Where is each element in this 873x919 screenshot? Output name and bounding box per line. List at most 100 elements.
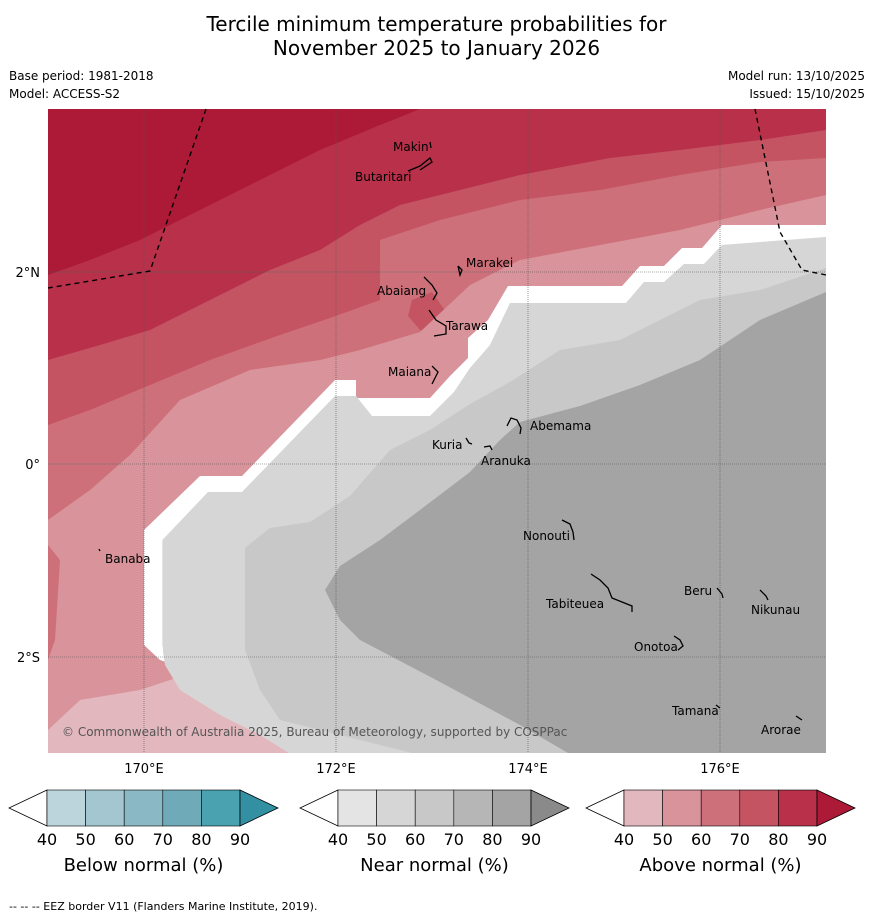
colorbar-below-segment — [162, 789, 202, 827]
label-abemama: Abemama — [530, 419, 591, 433]
colorbar-below-segment — [201, 789, 241, 827]
colorbar-above-tick-label: 90 — [807, 830, 827, 849]
label-banaba: Banaba — [105, 552, 151, 566]
colorbar-above-segment — [778, 789, 818, 827]
island-maiana-shape — [431, 365, 439, 385]
colorbar-near-tick-label: 50 — [366, 830, 386, 849]
colorbar-near-tick-label: 70 — [444, 830, 464, 849]
island-abemama-shape — [506, 417, 522, 435]
colorbar-above-tick-label: 80 — [768, 830, 788, 849]
meta-left: Base period: 1981-2018 Model: ACCESS-S2 — [9, 67, 154, 103]
colorbar-above-segment — [662, 789, 702, 827]
colorbar-near-tick-label: 40 — [328, 830, 348, 849]
colorbar-below: 40 50 60 70 80 90 Below normal (%) — [8, 789, 279, 876]
colorbar-above-title: Above normal (%) — [639, 855, 801, 876]
island-tamana-shape — [715, 704, 721, 709]
island-onotoa-shape — [673, 635, 684, 651]
colorbar-near-low-extend — [299, 789, 339, 827]
x-tick-170e: 170°E — [124, 762, 164, 777]
colorbar-above-tick-label: 50 — [652, 830, 672, 849]
label-aranuka: Aranuka — [481, 454, 531, 468]
island-nonouti-shape — [561, 519, 575, 541]
colorbar-above: 40 50 60 70 80 90 Above normal (%) — [585, 789, 856, 876]
colorbar-near-segment — [337, 789, 377, 827]
y-tick-2n: 2°N — [16, 266, 41, 281]
colorbar-near-tick-label: 60 — [405, 830, 425, 849]
y-axis-ticks: 2°N 0° 2°S — [16, 266, 41, 666]
label-kuria: Kuria — [432, 438, 463, 452]
label-makin: Makin — [393, 140, 429, 154]
colorbar-above-segment — [700, 789, 741, 827]
probability-field — [48, 109, 826, 753]
label-butaritari: Butaritari — [355, 170, 412, 184]
label-nikunau: Nikunau — [751, 603, 800, 617]
island-arorae-shape — [795, 715, 803, 721]
model-name: Model: ACCESS-S2 — [9, 87, 121, 101]
y-tick-2s: 2°S — [17, 651, 40, 666]
band-above-90 — [48, 109, 420, 275]
band-near-70 — [325, 292, 826, 753]
chart-title: Tercile minimum temperature probabilitie… — [0, 12, 873, 60]
colorbar-below-segment — [123, 789, 164, 827]
x-tick-172e: 172°E — [316, 762, 356, 777]
island-aranuka-shape — [483, 445, 493, 451]
islands — [98, 141, 803, 721]
x-tick-176e: 176°E — [700, 762, 740, 777]
colorbar-below-tick-label: 40 — [37, 830, 57, 849]
title-line-1: Tercile minimum temperature probabilitie… — [206, 12, 667, 36]
island-marakei-shape — [457, 265, 463, 278]
colorbar-below-tick-label: 80 — [191, 830, 211, 849]
colorbar-below-tick-label: 70 — [153, 830, 173, 849]
eez-border-east — [754, 108, 827, 276]
colorbar-below-segment — [46, 789, 86, 827]
colorbar-near-segment — [376, 789, 416, 827]
island-nikunau-shape — [759, 589, 769, 601]
island-kuria-shape — [465, 437, 473, 445]
colorbar-near-segment — [453, 789, 493, 827]
x-tick-174e: 174°E — [508, 762, 548, 777]
colorbar-near-tick-label: 90 — [521, 830, 541, 849]
island-butaritari-shape — [407, 156, 433, 172]
label-onotoa: Onotoa — [634, 640, 678, 654]
colorbar-below-segment — [85, 789, 125, 827]
colorbar-above-tick-label: 70 — [730, 830, 750, 849]
model-run: Model run: 13/10/2025 — [727, 69, 865, 83]
colorbar-near-title: Near normal (%) — [360, 855, 509, 876]
island-makin-shape — [429, 141, 432, 149]
label-tamana: Tamana — [671, 704, 719, 718]
meta-right: Model run: 13/10/2025 Issued: 15/10/2025 — [728, 67, 865, 103]
label-arorae: Arorae — [761, 723, 801, 737]
colorbar-above-segment — [739, 789, 779, 827]
eez-footnote: -- -- -- EEZ border V11 (Flanders Marine… — [9, 900, 318, 913]
colorbar-near-segment — [492, 789, 532, 827]
island-tabiteuea-shape — [590, 573, 633, 612]
x-axis-ticks: 170°E 172°E 174°E 176°E — [124, 762, 740, 777]
colorbar-below-title: Below normal (%) — [64, 855, 224, 876]
colorbar-below-low-extend — [8, 789, 48, 827]
colorbar-above-segment — [623, 789, 663, 827]
base-period: Base period: 1981-2018 — [9, 69, 154, 83]
colorbar-below-tick-label: 60 — [114, 830, 134, 849]
colorbar-near-segment — [414, 789, 455, 827]
colorbar-near-tick-label: 80 — [482, 830, 502, 849]
colorbars: 40 50 60 70 80 90 Below normal (%) 40 50 60 70 80 90… — [8, 789, 856, 876]
label-maiana: Maiana — [388, 365, 431, 379]
colorbar-below-high-extend — [239, 789, 279, 827]
island-abaiang-shape — [423, 276, 438, 301]
label-beru: Beru — [684, 584, 712, 598]
title-line-2: November 2025 to January 2026 — [272, 36, 601, 60]
copyright-credit: © Commonwealth of Australia 2025, Bureau… — [62, 725, 567, 739]
eez-borders — [47, 108, 827, 289]
colorbar-above-low-extend — [585, 789, 625, 827]
colorbar-above-high-extend — [816, 789, 856, 827]
label-marakei: Marakei — [466, 256, 513, 270]
issued-date: Issued: 15/10/2025 — [749, 87, 865, 101]
colorbar-near-high-extend — [530, 789, 570, 827]
y-tick-0: 0° — [25, 458, 40, 473]
colorbar-below-tick-label: 50 — [75, 830, 95, 849]
label-tabiteuea: Tabiteuea — [545, 597, 604, 611]
island-beru-shape — [716, 587, 724, 599]
colorbar-near: 40 50 60 70 80 90 Near normal (%) — [299, 789, 570, 876]
label-abaiang: Abaiang — [377, 284, 426, 298]
